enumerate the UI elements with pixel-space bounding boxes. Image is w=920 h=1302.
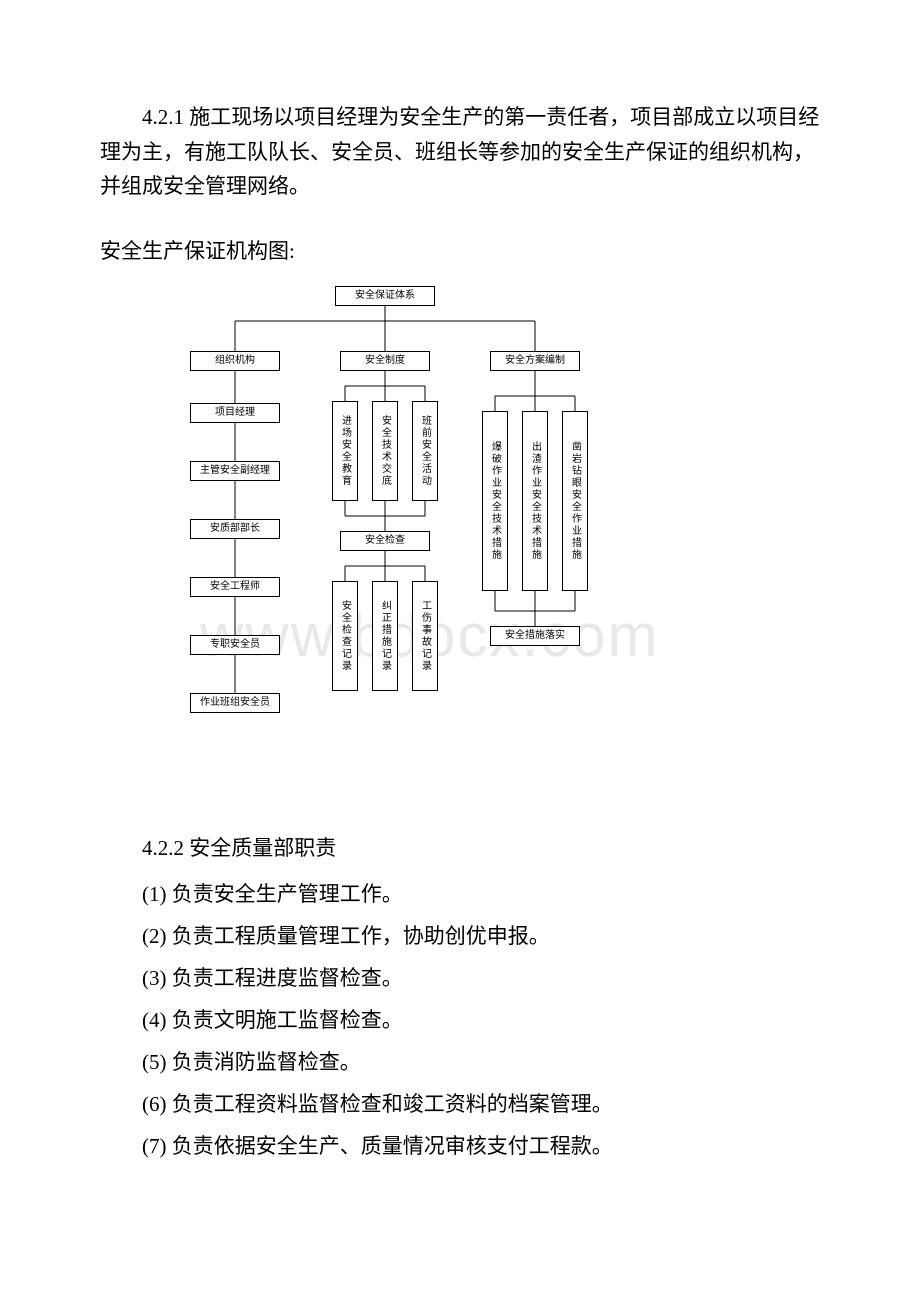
node-plan-child-0: 爆破作业安全技术措施 bbox=[482, 411, 508, 591]
node-root: 安全保证体系 bbox=[335, 286, 435, 306]
duty-item-0: (1) 负责安全生产管理工作。 bbox=[100, 873, 820, 915]
diagram-title: 安全生产保证机构图: bbox=[100, 234, 820, 269]
node-org-chain-2: 安质部部长 bbox=[190, 519, 280, 539]
duty-item-2: (3) 负责工程进度监督检查。 bbox=[100, 957, 820, 999]
node-plan-bottom: 安全措施落实 bbox=[490, 626, 580, 646]
node-org-chain-5: 作业班组安全员 bbox=[190, 693, 280, 713]
node-plan: 安全方案编制 bbox=[490, 351, 580, 371]
node-inspection-child-2: 工伤事故记录 bbox=[412, 581, 438, 691]
node-system-child-0: 进场安全教育 bbox=[332, 401, 358, 501]
node-org-chain-0: 项目经理 bbox=[190, 403, 280, 423]
node-inspection: 安全检查 bbox=[340, 531, 430, 551]
duty-item-1: (2) 负责工程质量管理工作，协助创优申报。 bbox=[100, 915, 820, 957]
node-org-chain-3: 安全工程师 bbox=[190, 577, 280, 597]
node-plan-child-2: 凿岩钻眼安全作业措施 bbox=[562, 411, 588, 591]
duty-item-4: (5) 负责消防监督检查。 bbox=[100, 1041, 820, 1083]
node-system-child-1: 安全技术交底 bbox=[372, 401, 398, 501]
section-422-heading: 4.2.2 安全质量部职责 bbox=[100, 831, 820, 866]
node-org-chain-4: 专职安全员 bbox=[190, 635, 280, 655]
duty-item-3: (4) 负责文明施工监督检查。 bbox=[100, 999, 820, 1041]
node-system-child-2: 班前安全活动 bbox=[412, 401, 438, 501]
paragraph-421: 4.2.1 施工现场以项目经理为安全生产的第一责任者，项目部成立以项目经理为主，… bbox=[100, 100, 820, 204]
node-inspection-child-1: 纠正措施记录 bbox=[372, 581, 398, 691]
node-system: 安全制度 bbox=[340, 351, 430, 371]
duty-item-5: (6) 负责工程资料监督检查和竣工资料的档案管理。 bbox=[100, 1083, 820, 1125]
node-plan-child-1: 出渣作业安全技术措施 bbox=[522, 411, 548, 591]
node-org: 组织机构 bbox=[190, 351, 280, 371]
node-org-chain-1: 主管安全副经理 bbox=[190, 461, 280, 481]
org-chart-diagram: www.bdocx.com bbox=[140, 281, 700, 781]
duty-item-6: (7) 负责依据安全生产、质量情况审核支付工程款。 bbox=[100, 1125, 820, 1167]
node-inspection-child-0: 安全检查记录 bbox=[332, 581, 358, 691]
